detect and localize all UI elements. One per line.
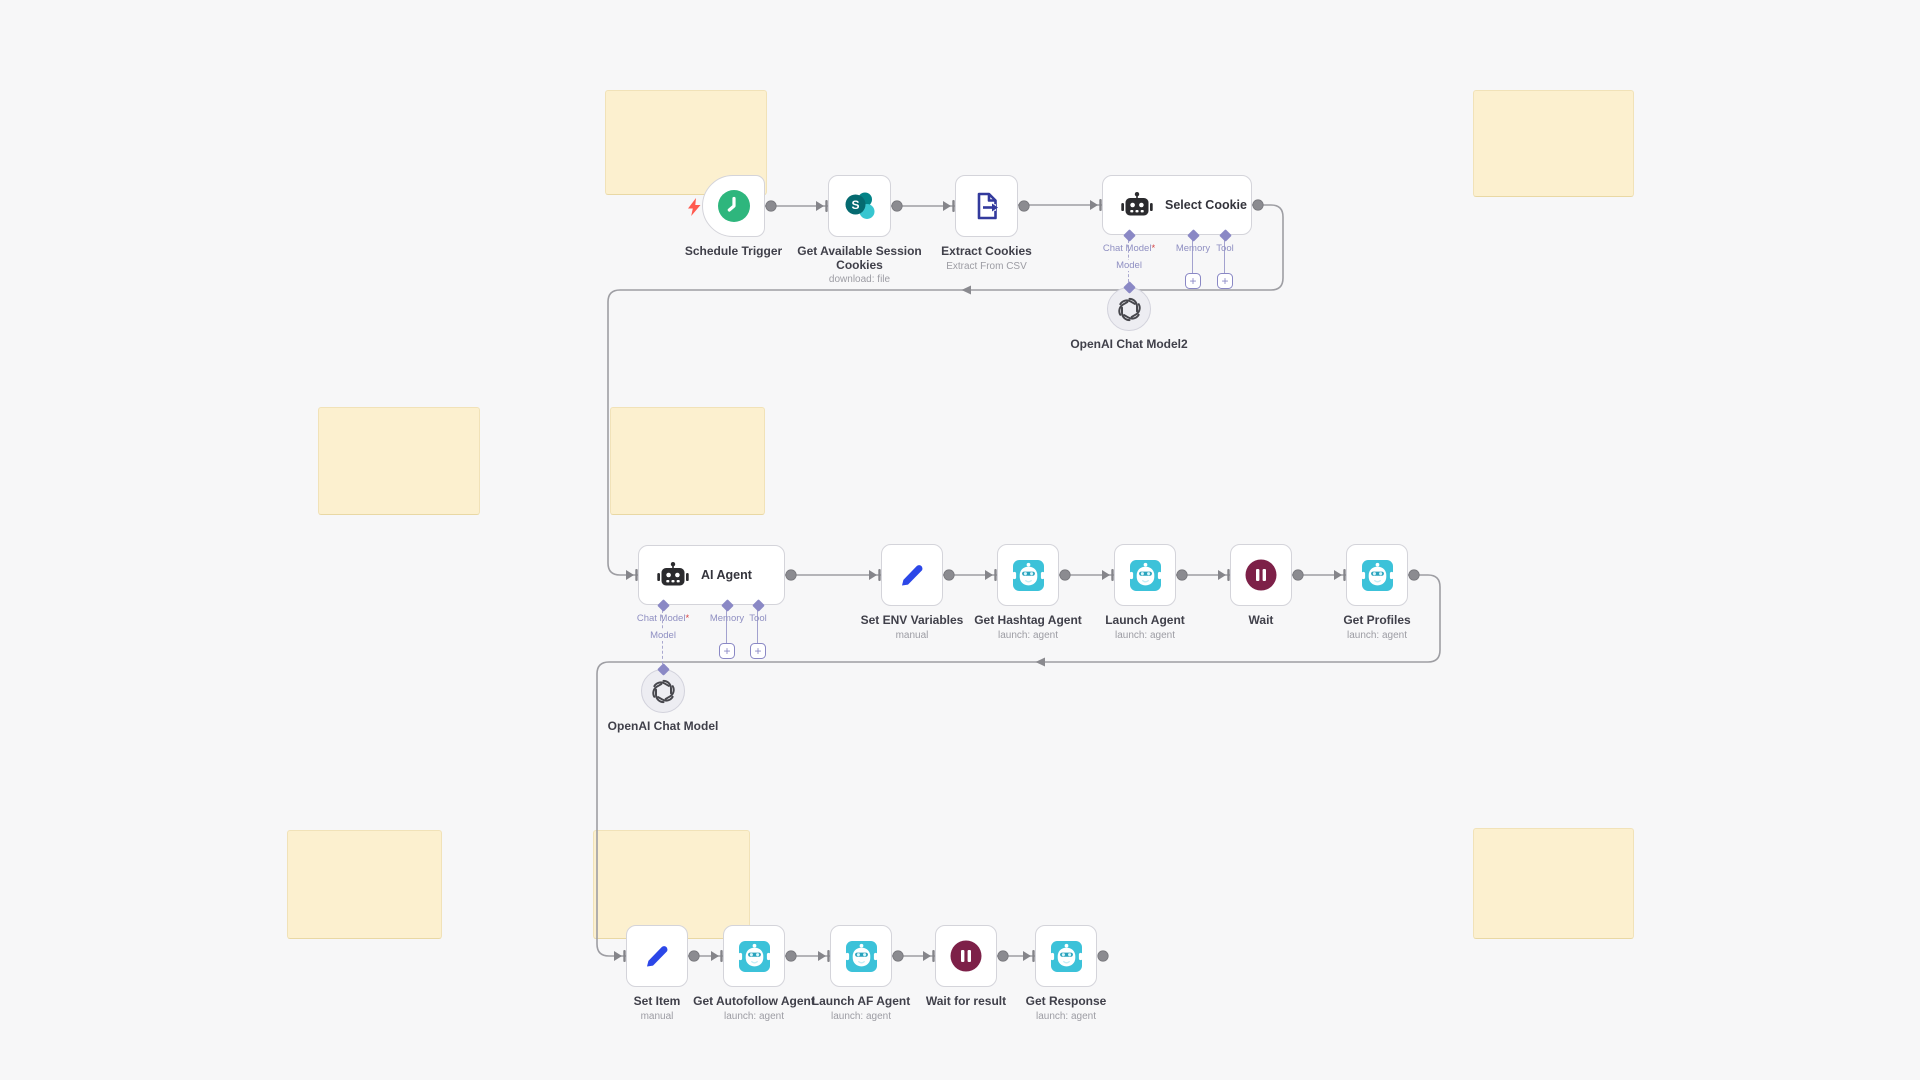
input-arrow-icon <box>1334 568 1346 587</box>
output-endpoint[interactable] <box>785 569 797 581</box>
port-connector-line <box>726 609 728 643</box>
sticky-note[interactable] <box>318 407 480 515</box>
sticky-note[interactable] <box>593 830 750 939</box>
robot-icon <box>657 561 689 585</box>
node-get-profiles[interactable] <box>1346 544 1408 606</box>
port-connector-line <box>1224 239 1226 273</box>
node-wait[interactable] <box>1230 544 1292 606</box>
output-endpoint[interactable] <box>892 950 904 962</box>
input-arrow-icon <box>818 949 830 968</box>
agent-icon <box>1050 940 1082 972</box>
file-export-icon <box>977 192 998 220</box>
input-arrow-icon <box>626 568 638 587</box>
node-extract-cookies[interactable] <box>955 175 1018 237</box>
node-get-available-session-cookies[interactable]: S <box>828 175 891 237</box>
connection-arrow-icon <box>1035 657 1045 667</box>
port-label-memory: Memory <box>1175 243 1211 254</box>
node-label: AI Agent <box>701 568 752 582</box>
node-ai-agent[interactable]: AI Agent <box>638 545 785 605</box>
sticky-note[interactable] <box>1473 828 1634 939</box>
port-label-tool: Tool <box>749 613 767 624</box>
node-ai-agent-model[interactable] <box>641 669 685 713</box>
input-arrow-icon <box>1218 568 1230 587</box>
robot-icon <box>1121 191 1153 215</box>
port-label-memory: Memory <box>709 613 745 624</box>
port-label-chat-model: Chat Model* <box>636 613 690 624</box>
sticky-note[interactable] <box>287 830 442 939</box>
output-endpoint[interactable] <box>1097 950 1109 962</box>
sharepoint-icon: S <box>845 192 874 219</box>
connection-line <box>596 574 1441 957</box>
input-arrow-icon <box>614 949 626 968</box>
sticky-note[interactable] <box>610 407 765 515</box>
agent-icon <box>1129 559 1161 591</box>
model-link-label: Model <box>1113 260 1145 271</box>
node-select-cookie[interactable]: Select Cookie <box>1102 175 1252 235</box>
openai-icon <box>651 679 675 703</box>
node-get-autofollow-agent[interactable] <box>723 925 785 987</box>
output-endpoint[interactable] <box>1252 199 1264 211</box>
node-get-response[interactable] <box>1035 925 1097 987</box>
input-arrow-icon <box>985 568 997 587</box>
sticky-note[interactable] <box>1473 90 1634 197</box>
input-arrow-icon <box>1102 568 1114 587</box>
output-endpoint[interactable] <box>997 950 1009 962</box>
add-memory-button[interactable] <box>719 643 735 659</box>
add-tool-button[interactable] <box>750 643 766 659</box>
input-arrow-icon <box>869 568 881 587</box>
add-tool-button[interactable] <box>1217 273 1233 289</box>
output-endpoint[interactable] <box>765 200 777 212</box>
port-label-tool: Tool <box>1216 243 1234 254</box>
clock-icon <box>717 190 750 222</box>
agent-icon <box>845 940 877 972</box>
output-endpoint[interactable] <box>1059 569 1071 581</box>
input-arrow-icon <box>1023 949 1035 968</box>
agent-icon <box>738 940 770 972</box>
input-arrow-icon <box>711 949 723 968</box>
input-arrow-icon <box>816 199 828 218</box>
output-endpoint[interactable] <box>1018 200 1030 212</box>
output-endpoint[interactable] <box>1408 569 1420 581</box>
connection-arrow-icon <box>961 285 971 295</box>
input-arrow-icon <box>1090 198 1102 217</box>
pencil-icon <box>647 946 668 967</box>
output-endpoint[interactable] <box>943 569 955 581</box>
port-label-chat-model: Chat Model* <box>1102 243 1156 254</box>
output-endpoint[interactable] <box>1176 569 1188 581</box>
connection-line <box>607 204 1284 576</box>
agent-icon <box>1361 559 1393 591</box>
openai-icon <box>1117 297 1141 321</box>
node-launch-af-agent[interactable] <box>830 925 892 987</box>
node-wait-for-result[interactable] <box>935 925 997 987</box>
output-endpoint[interactable] <box>891 200 903 212</box>
input-arrow-icon <box>943 199 955 218</box>
pencil-icon <box>902 565 923 586</box>
output-endpoint[interactable] <box>688 950 700 962</box>
node-get-hashtag-agent[interactable] <box>997 544 1059 606</box>
node-select-cookie-model[interactable] <box>1107 287 1151 331</box>
model-link-label: Model <box>647 630 679 641</box>
node-set-item[interactable] <box>626 925 688 987</box>
node-set-env-variables[interactable] <box>881 544 943 606</box>
svg-text:S: S <box>851 198 859 212</box>
port-connector-line <box>757 609 759 643</box>
lightning-icon <box>688 198 701 221</box>
agent-icon <box>1012 559 1044 591</box>
add-memory-button[interactable] <box>1185 273 1201 289</box>
port-connector-line <box>1192 239 1194 273</box>
input-arrow-icon <box>923 949 935 968</box>
node-label: Select Cookie <box>1165 198 1247 212</box>
output-endpoint[interactable] <box>1292 569 1304 581</box>
pause-icon <box>950 940 982 972</box>
pause-icon <box>1245 559 1277 591</box>
node-schedule-trigger[interactable] <box>702 175 765 237</box>
node-launch-agent[interactable] <box>1114 544 1176 606</box>
output-endpoint[interactable] <box>785 950 797 962</box>
